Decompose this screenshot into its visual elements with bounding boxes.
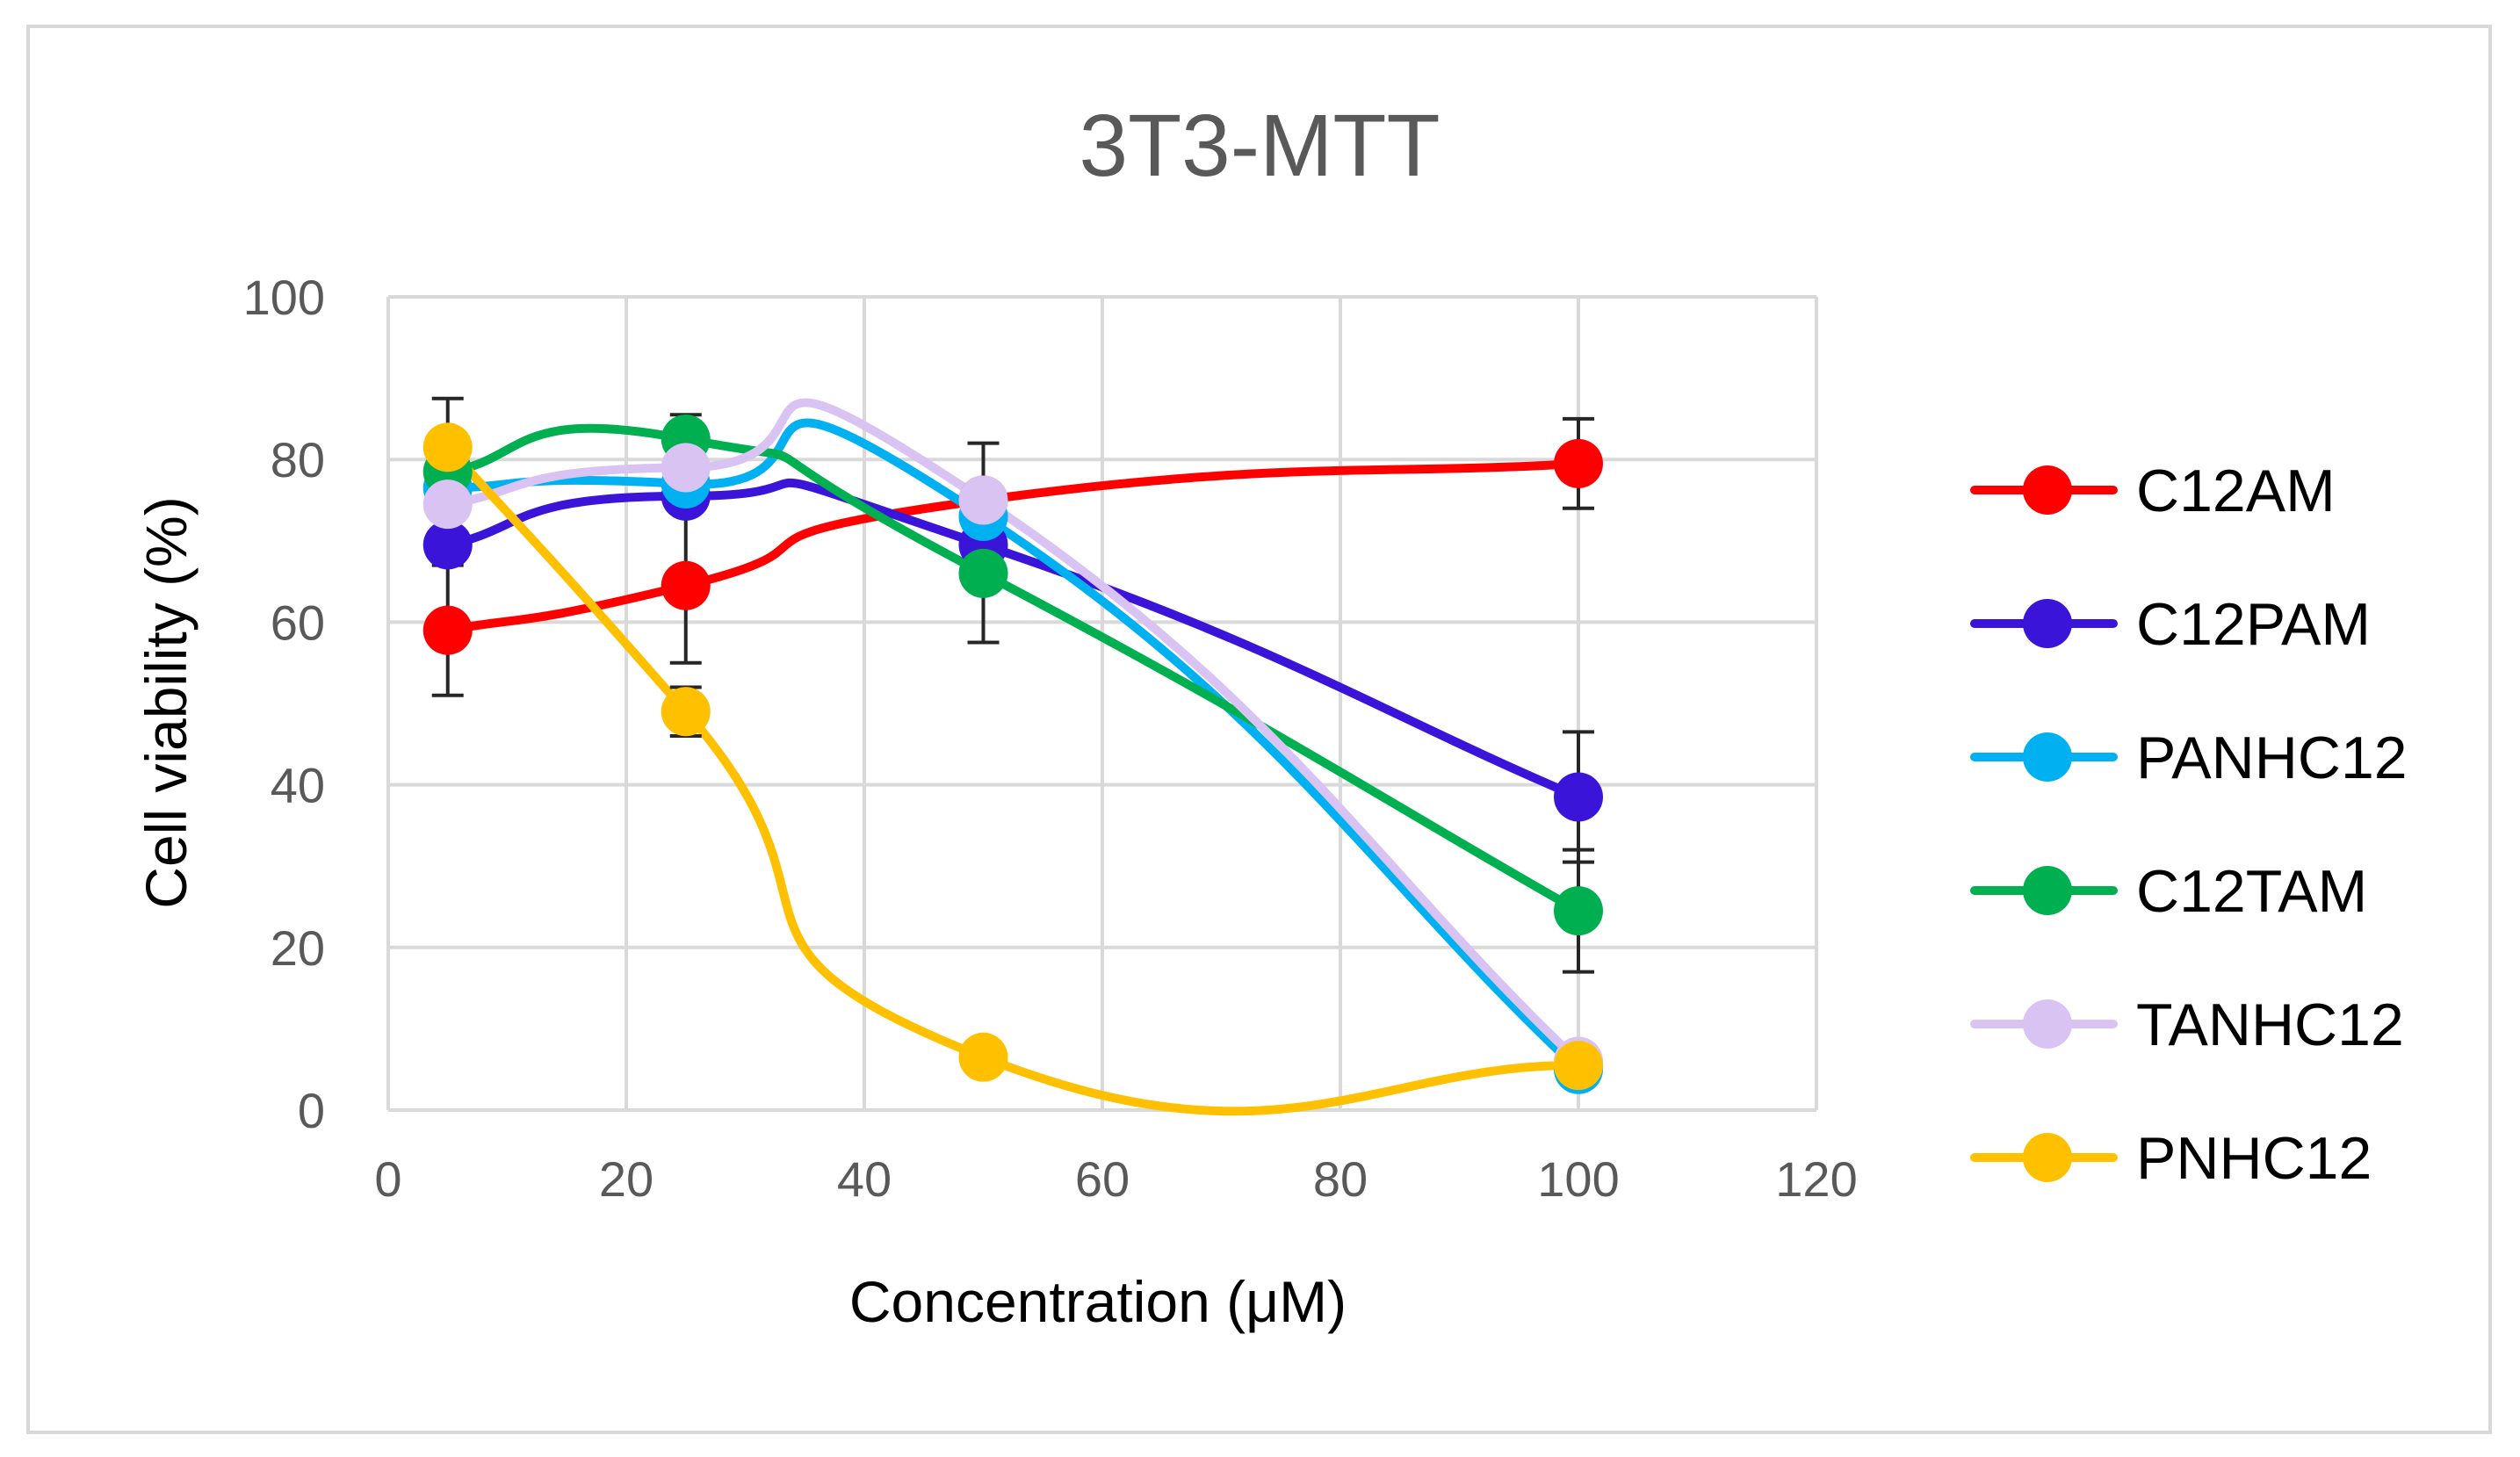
x-axis-title: Concentration (μM) (849, 1269, 1347, 1334)
x-tick-label: 100 (1537, 1151, 1619, 1207)
data-point-c12pam (422, 520, 473, 570)
legend-label: TANHC12 (2136, 992, 2404, 1058)
data-point-pnhc12 (1554, 1041, 1603, 1091)
legend-label: C12TAM (2136, 858, 2367, 925)
data-point-c12am (1554, 438, 1603, 488)
series-line-tanhc12 (443, 398, 1583, 1066)
legend-marker (2023, 599, 2072, 648)
legend-label: PNHC12 (2136, 1125, 2372, 1192)
data-point-c12tam (1554, 886, 1603, 936)
legend-label: C12PAM (2136, 591, 2371, 658)
data-point-tanhc12 (422, 480, 473, 530)
data-point-c12am (422, 605, 473, 655)
legend: C12AM C12PAM PANHC12 C12TAM TANHC12 PNHC12 (1970, 458, 2408, 1192)
x-tick-label: 0 (374, 1151, 401, 1207)
x-tick-label: 20 (599, 1151, 653, 1207)
y-tick-label: 40 (271, 758, 325, 813)
series-lines (443, 398, 1583, 1116)
x-tick-label: 80 (1313, 1151, 1368, 1207)
data-point-tanhc12 (661, 443, 711, 493)
series-line-c12am (443, 458, 1583, 635)
data-point-tanhc12 (958, 475, 1008, 525)
legend-marker (2023, 999, 2072, 1049)
data-markers (422, 415, 1603, 1094)
legend-label: PANHC12 (2136, 725, 2408, 791)
y-tick-label: 0 (298, 1083, 325, 1138)
data-point-c12tam (958, 548, 1008, 598)
series-line-pnhc12 (443, 443, 1583, 1116)
series-line-panhc12 (443, 418, 1583, 1074)
y-tick-label: 60 (271, 595, 325, 650)
legend-marker (2023, 465, 2072, 515)
data-point-pnhc12 (422, 422, 473, 472)
gridlines (386, 295, 1818, 1112)
legend-marker (2023, 866, 2072, 915)
x-tick-label: 120 (1775, 1151, 1857, 1207)
tick-labels: 0 20 40 60 80 100 120 0 20 40 60 80 100 (243, 270, 1858, 1207)
y-tick-label: 20 (271, 920, 325, 976)
legend-marker (2023, 1133, 2072, 1182)
data-point-pnhc12 (661, 687, 711, 737)
x-tick-label: 60 (1075, 1151, 1130, 1207)
data-point-c12am (661, 560, 711, 610)
data-point-pnhc12 (958, 1032, 1008, 1082)
y-axis-title: Cell viability (%) (134, 496, 199, 908)
legend-label: C12AM (2136, 458, 2336, 524)
x-tick-label: 40 (837, 1151, 892, 1207)
chart-title: 3T3-MTT (1079, 97, 1440, 195)
legend-marker (2023, 732, 2072, 782)
y-tick-label: 100 (243, 270, 325, 325)
data-point-c12pam (1554, 772, 1603, 822)
series-line-c12pam (443, 478, 1583, 802)
y-tick-label: 80 (271, 432, 325, 487)
series-line-c12tam (443, 423, 1583, 916)
